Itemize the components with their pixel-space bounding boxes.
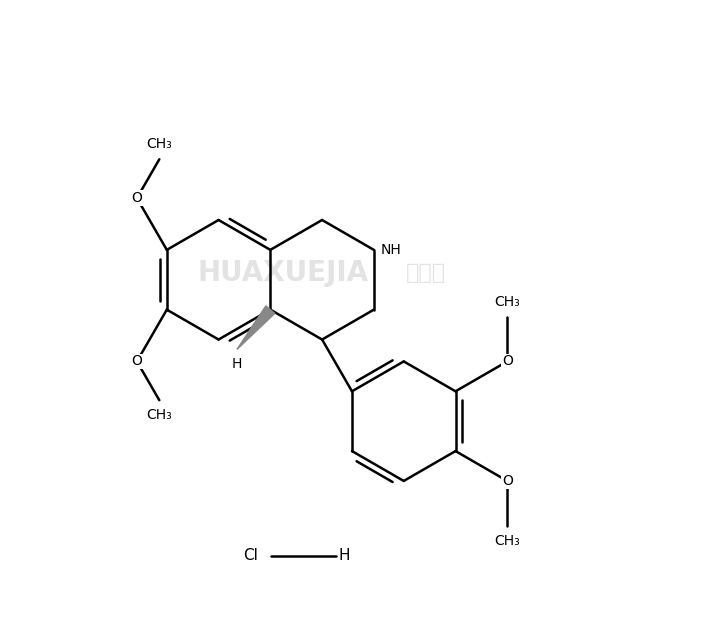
Text: O: O xyxy=(132,191,142,205)
Text: 化学加: 化学加 xyxy=(406,263,446,283)
Text: O: O xyxy=(502,474,513,488)
Text: O: O xyxy=(502,355,513,369)
Text: NH: NH xyxy=(380,243,401,257)
Text: H: H xyxy=(339,548,350,563)
Text: H: H xyxy=(232,357,242,371)
Text: CH₃: CH₃ xyxy=(495,534,520,548)
Polygon shape xyxy=(237,306,275,350)
Text: O: O xyxy=(132,355,142,369)
Text: CH₃: CH₃ xyxy=(147,138,172,151)
Text: CH₃: CH₃ xyxy=(147,408,172,422)
Text: Cl: Cl xyxy=(243,548,257,563)
Text: HUAXUEJIA: HUAXUEJIA xyxy=(198,259,369,287)
Text: CH₃: CH₃ xyxy=(495,295,520,309)
